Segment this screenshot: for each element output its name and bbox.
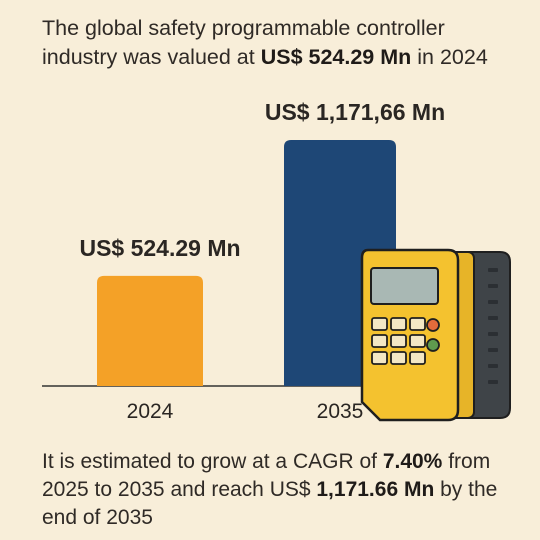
data-label-2035: US$ 1,171,66 Mn [265,99,445,125]
footer-text-mid: from 2025 to 2035 and reach US$ [42,450,491,501]
headline-value: US$ 524.29 Mn [260,45,412,69]
bar-2024 [97,275,203,386]
headline-text-post: in 2024 [411,45,488,69]
footer-text-post: by the end of 2035 [42,478,498,529]
footer-text-pre: It is estimated to grow at a CAGR of [42,450,383,473]
headline-text-pre: The global safety programmable controlle… [42,16,445,69]
tick-label-2024: 2024 [127,400,174,423]
footer-cagr: 7.40% [382,450,443,473]
data-label-2024: US$ 524.29 Mn [79,235,240,261]
footer-text: It is estimated to grow at a CAGR of 7.4… [42,448,512,532]
tick-label-2035: 2035 [317,400,364,423]
headline: The global safety programmable controlle… [42,14,512,72]
footer-value: 1,171.66 Mn [316,478,435,501]
